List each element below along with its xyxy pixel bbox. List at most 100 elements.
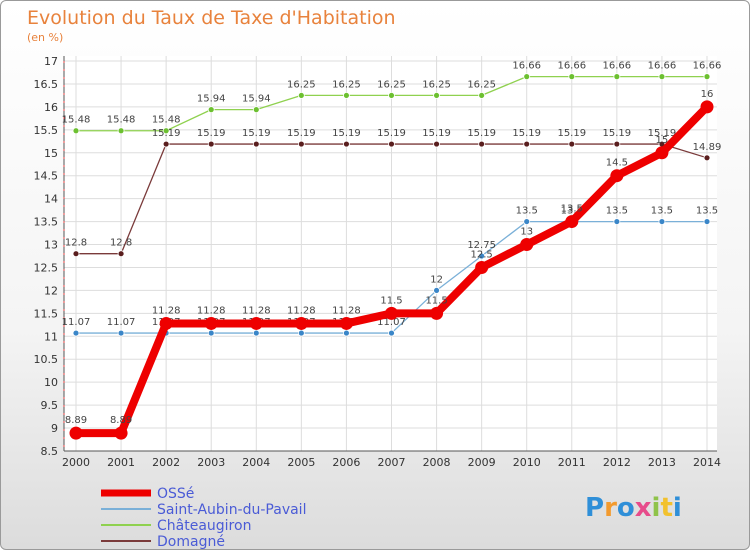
data-point	[114, 426, 128, 440]
data-label: 16.66	[557, 61, 586, 72]
y-tick-label: 16.5	[34, 78, 59, 91]
data-point	[433, 92, 440, 99]
data-label: 11.07	[377, 317, 406, 328]
legend-label: OSSé	[157, 486, 194, 502]
x-tick-label: 2010	[513, 456, 541, 469]
data-point	[388, 329, 395, 337]
y-tick-label: 10	[44, 376, 58, 389]
data-label: 15.19	[603, 128, 632, 139]
data-label: 16.66	[512, 61, 541, 72]
data-point	[520, 238, 534, 252]
x-tick-label: 2005	[287, 456, 315, 469]
data-point	[252, 329, 260, 337]
data-point	[207, 140, 215, 148]
data-label: 13.5	[696, 206, 718, 217]
y-tick-label: 12	[44, 284, 58, 297]
data-label: 15.19	[648, 128, 677, 139]
data-label: 11.28	[152, 305, 181, 316]
data-label: 13.5	[606, 206, 628, 217]
data-label: 15.19	[557, 128, 586, 139]
data-point	[700, 100, 714, 114]
data-point	[433, 287, 440, 294]
data-point	[343, 92, 350, 99]
data-label: 12.75	[467, 240, 496, 251]
data-point	[523, 140, 531, 148]
y-tick-label: 17	[44, 55, 58, 68]
data-point	[204, 316, 218, 330]
x-tick-label: 2001	[107, 456, 135, 469]
data-label: 15.19	[287, 128, 316, 139]
proxiti-logo: Proxiti	[585, 493, 682, 523]
y-tick-label: 14	[44, 193, 58, 206]
data-label: 12	[430, 274, 443, 285]
y-tick-label: 15.5	[34, 124, 59, 137]
y-tick-label: 11	[44, 330, 58, 343]
data-point	[72, 127, 80, 135]
data-point	[523, 73, 531, 80]
data-label: 11.07	[62, 317, 91, 328]
data-point	[568, 73, 576, 80]
data-point	[72, 250, 80, 258]
y-tick-label: 13	[44, 239, 58, 252]
data-label: 16.66	[648, 61, 677, 72]
data-label: 16.25	[377, 79, 406, 90]
data-label: 15.19	[467, 128, 496, 139]
data-label: 11.07	[107, 317, 136, 328]
y-tick-label: 11.5	[34, 307, 59, 320]
data-label: 11.28	[197, 305, 226, 316]
data-label: 16.66	[603, 61, 632, 72]
data-label: 15.48	[62, 115, 91, 126]
data-point	[252, 140, 260, 148]
data-label: 15.19	[377, 128, 406, 139]
data-label: 15.94	[242, 94, 271, 105]
data-point	[207, 329, 215, 337]
data-label: 15.94	[197, 94, 226, 105]
chart-subtitle: (en %)	[27, 31, 64, 44]
data-point	[478, 140, 486, 148]
data-label: 8.89	[110, 415, 132, 426]
data-point	[159, 316, 173, 330]
data-label: 15.19	[242, 128, 271, 139]
y-tick-label: 15	[44, 147, 58, 160]
data-label: 13.5	[561, 204, 583, 215]
x-tick-label: 2006	[332, 456, 360, 469]
data-label: 15.48	[107, 115, 136, 126]
data-point	[613, 73, 621, 80]
legend-label: Châteaugiron	[157, 518, 251, 534]
chart-title: Evolution du Taux de Taxe d'Habitation	[27, 7, 396, 29]
data-point	[613, 218, 621, 225]
data-label: 11.5	[425, 295, 447, 306]
data-label: 16	[701, 89, 714, 100]
data-point	[162, 127, 170, 135]
x-tick-label: 2000	[62, 456, 90, 469]
data-label: 11.28	[287, 305, 316, 316]
data-label: 8.89	[65, 415, 87, 426]
data-point	[610, 169, 624, 183]
data-label: 15.19	[512, 128, 541, 139]
data-point	[162, 140, 170, 148]
data-point	[69, 426, 83, 440]
data-point	[297, 329, 305, 337]
data-point	[343, 140, 350, 148]
data-point	[565, 215, 579, 229]
data-point	[117, 329, 125, 337]
data-point	[433, 140, 440, 148]
x-tick-label: 2012	[603, 456, 631, 469]
data-label: 15	[656, 135, 669, 146]
x-tick-label: 2011	[558, 456, 586, 469]
y-tick-label: 9	[51, 422, 58, 435]
x-tick-label: 2002	[152, 456, 180, 469]
y-tick-label: 13.5	[34, 216, 59, 229]
x-tick-label: 2003	[197, 456, 225, 469]
data-label: 12.8	[110, 238, 132, 249]
y-tick-label: 14.5	[34, 170, 59, 183]
y-tick-label: 10.5	[34, 353, 59, 366]
data-point	[703, 218, 711, 225]
x-tick-label: 2013	[648, 456, 676, 469]
legend-label: Saint-Aubin-du-Pavail	[157, 502, 306, 518]
x-tick-label: 2014	[693, 456, 721, 469]
data-label: 16.66	[693, 61, 722, 72]
data-label: 15.19	[152, 128, 181, 139]
